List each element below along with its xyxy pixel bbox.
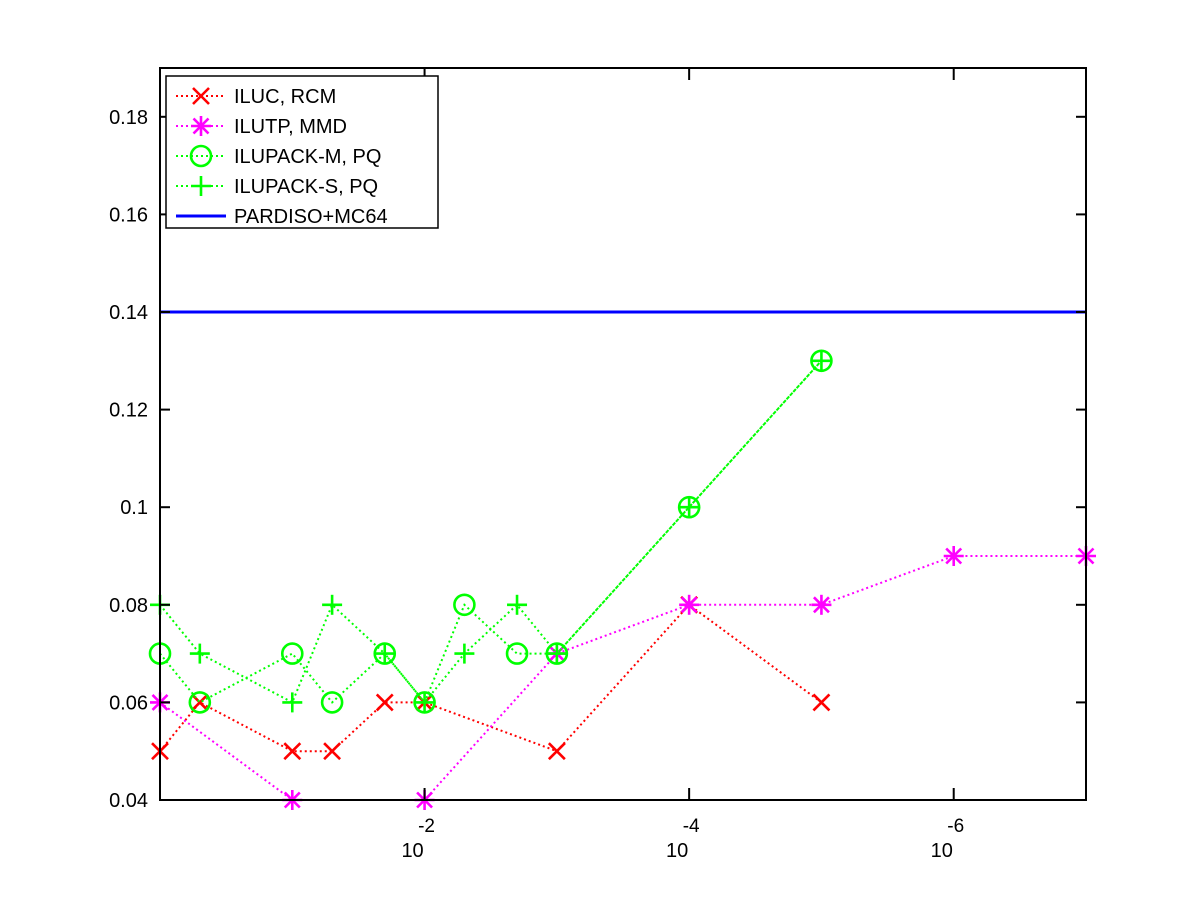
- data-point-ilupack-s-pq-1: [189, 643, 210, 664]
- data-point-ilupack-s-pq-7: [507, 594, 528, 615]
- y-tick-label: 0.04: [109, 790, 148, 812]
- x-tick-label-exponent: -6: [947, 816, 964, 837]
- data-point-ilupack-s-pq-6: [454, 643, 475, 664]
- legend-label-ilupack-m-pq: ILUPACK-M, PQ: [234, 146, 381, 168]
- data-point-ilupack-s-pq-9: [679, 497, 700, 518]
- y-tick-label: 0.18: [109, 107, 148, 129]
- legend-marker-ilupack-s-pq: [191, 176, 211, 196]
- axes-layer: 0.04 0.06 0.08 0.1 0.12 0.14 0.16 0.18 10 -2 10 -4 1…: [109, 67, 1087, 862]
- data-point-iluc-rcm-4: [375, 693, 394, 712]
- legend-label-iluc-rcm: ILUC, RCM: [234, 86, 336, 108]
- data-point-iluc-rcm-8: [812, 693, 831, 712]
- series-line-iluc-rcm: [159, 603, 822, 753]
- data-point-iluc-rcm-3: [323, 742, 342, 761]
- data-point-ilutp-mmd-5: [811, 594, 832, 615]
- x-tick-label-base: 10: [401, 840, 423, 862]
- data-point-ilutp-mmd-6: [943, 546, 964, 566]
- y-tick-label: 0.1: [120, 497, 148, 519]
- x-tick-label-exponent: -4: [683, 816, 700, 837]
- data-point-ilupack-s-pq-10: [811, 350, 832, 371]
- legend-label-pardiso-mc64: PARDISO+MC64: [234, 206, 388, 228]
- x-tick-label-base: 10: [666, 840, 688, 862]
- data-point-ilutp-mmd-4: [679, 594, 700, 615]
- data-point-ilupack-m-pq-1: [188, 691, 212, 714]
- legend-entry-pardiso-mc64: PARDISO+MC64: [176, 206, 388, 228]
- axes-frame: [159, 67, 1087, 801]
- data-point-ilupack-s-pq-3: [322, 594, 343, 615]
- y-tick-label: 0.16: [109, 204, 148, 226]
- data-point-ilupack-s-pq-4: [374, 643, 395, 664]
- legend-marker-iluc-rcm: [192, 87, 210, 105]
- y-tick-label: 0.12: [109, 400, 148, 422]
- data-point-iluc-rcm-2: [283, 742, 302, 761]
- legend-marker-ilutp-mmd: [191, 116, 211, 136]
- legend-label-ilupack-s-pq: ILUPACK-S, PQ: [234, 176, 378, 198]
- data-point-iluc-rcm-6: [547, 742, 566, 761]
- data-point-ilupack-m-pq-7: [505, 642, 529, 665]
- legend: ILUC, RCM ILUTP, MMD ILUPACK-M, PQ ILUPACK-…: [165, 75, 439, 229]
- data-point-ilupack-m-pq-2: [280, 642, 304, 665]
- y-tick-label: 0.08: [109, 595, 148, 617]
- data-point-ilupack-m-pq-6: [453, 593, 476, 617]
- legend-entry-ilupack-s-pq: ILUPACK-S, PQ: [176, 176, 378, 198]
- data-point-ilupack-m-pq-3: [320, 691, 344, 714]
- x-tick-label-exponent: -2: [418, 816, 435, 837]
- legend-entry-ilutp-mmd: ILUTP, MMD: [176, 116, 347, 138]
- y-tick-label: 0.14: [109, 302, 148, 324]
- data-point-ilupack-s-pq-5: [414, 692, 435, 713]
- legend-label-ilutp-mmd: ILUTP, MMD: [234, 116, 347, 138]
- x-tick-label-base: 10: [931, 840, 953, 862]
- series-line-ilupack-s-pq: [159, 360, 823, 704]
- legend-entry-ilupack-m-pq: ILUPACK-M, PQ: [176, 144, 381, 168]
- legend-marker-ilupack-m-pq: [189, 144, 213, 168]
- data-point-ilupack-s-pq-2: [282, 692, 303, 713]
- y-tick-label: 0.06: [109, 692, 148, 714]
- data-point-ilupack-s-pq-8: [546, 643, 567, 664]
- legend-entry-iluc-rcm: ILUC, RCM: [176, 86, 336, 108]
